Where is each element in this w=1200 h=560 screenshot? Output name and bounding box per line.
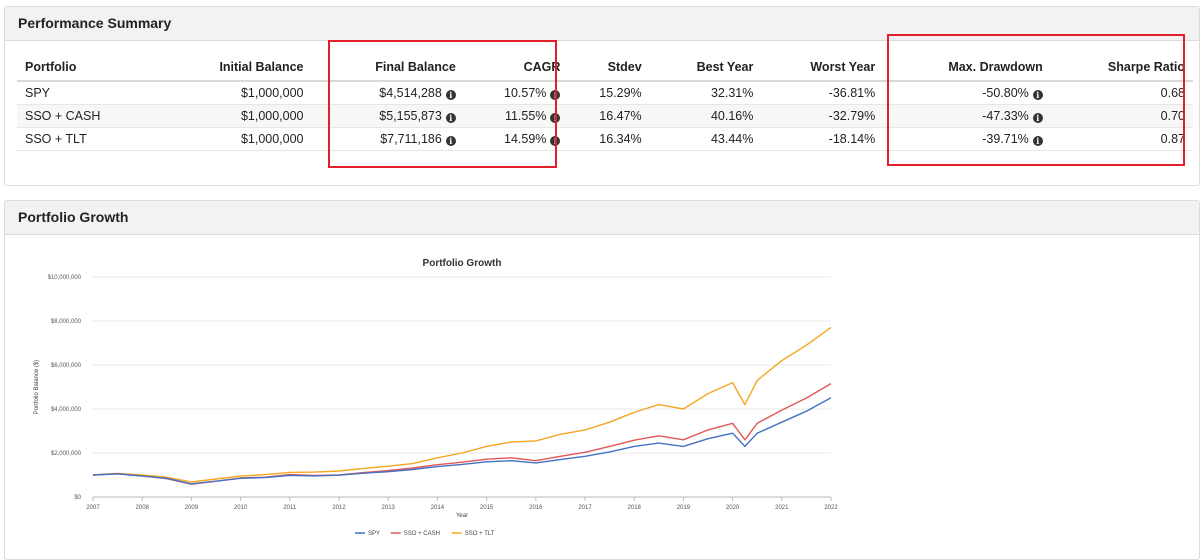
cagr-value: 11.55% xyxy=(504,108,547,123)
cell-final-balance: $7,711,186 i xyxy=(311,127,464,151)
table-row: SSO + TLT $1,000,000 $7,711,186 i 14.59% i… xyxy=(17,127,1193,151)
col-stdev: Stdev xyxy=(568,54,650,82)
cell-sharpe-ratio: 0.68 xyxy=(1050,81,1193,105)
final-balance-value: $4,514,288 xyxy=(379,85,442,100)
table-row: SPY $1,000,000 $4,514,288 i 10.57% i 15.29… xyxy=(17,81,1193,105)
final-balance-value: $7,711,186 xyxy=(380,131,442,146)
cell-final-balance: $5,155,873 i xyxy=(311,104,464,128)
y-tick-label: $8,000,000 xyxy=(51,319,82,325)
cagr-value: 14.59% xyxy=(504,131,547,146)
info-circle-icon[interactable]: i xyxy=(1032,135,1043,146)
y-axis-label: Portfolio Balance ($) xyxy=(34,360,40,414)
final-balance-value: $5,155,873 xyxy=(379,108,442,123)
cell-stdev: 16.34% xyxy=(568,127,650,151)
performance-summary-table: Portfolio Initial Balance Final Balance … xyxy=(17,54,1193,151)
x-tick-label: 2010 xyxy=(234,505,248,511)
cell-portfolio: SSO + TLT xyxy=(17,127,170,151)
cell-sharpe-ratio: 0.70 xyxy=(1050,104,1193,128)
portfolio-growth-panel: Portfolio Growth Portfolio Growth $0 $2,00… xyxy=(4,200,1200,560)
max-drawdown-value: -39.71% xyxy=(982,131,1029,146)
portfolio-growth-title: Portfolio Growth xyxy=(5,201,1199,235)
y-tick-label: $2,000,000 xyxy=(51,451,82,457)
series-line-spy xyxy=(92,397,832,485)
cagr-value: 10.57% xyxy=(504,85,547,100)
cell-best-year: 32.31% xyxy=(649,81,762,105)
info-circle-icon[interactable]: i xyxy=(550,112,561,123)
cell-cagr: 11.55% i xyxy=(463,104,569,128)
x-tick-label: 2022 xyxy=(824,505,838,511)
table-header-row: Portfolio Initial Balance Final Balance … xyxy=(17,54,1193,82)
y-tick-label: $4,000,000 xyxy=(51,407,82,413)
col-portfolio: Portfolio xyxy=(17,54,170,82)
series-line-sso-tlt xyxy=(92,326,832,483)
cell-sharpe-ratio: 0.87 xyxy=(1050,127,1193,151)
table-row: SSO + CASH $1,000,000 $5,155,873 i 11.55%… xyxy=(17,104,1193,128)
cell-max-drawdown: -50.80% i xyxy=(883,81,1051,105)
cell-max-drawdown: -47.33% i xyxy=(883,104,1051,128)
x-tick-label: 2021 xyxy=(775,505,789,511)
col-worst-year: Worst Year xyxy=(761,54,884,82)
cell-stdev: 16.47% xyxy=(568,104,650,128)
x-tick-label: 2009 xyxy=(185,505,199,511)
y-tick-label: $0 xyxy=(74,495,81,501)
x-tick-label: 2018 xyxy=(628,505,642,511)
x-tick-label: 2013 xyxy=(382,505,396,511)
y-tick-label: $6,000,000 xyxy=(51,363,82,369)
x-tick-label: 2015 xyxy=(480,505,494,511)
cell-final-balance: $4,514,288 i xyxy=(311,81,464,105)
info-circle-icon[interactable]: i xyxy=(1032,89,1043,100)
cell-stdev: 15.29% xyxy=(568,81,650,105)
cell-cagr: 14.59% i xyxy=(463,127,569,151)
x-tick-label: 2016 xyxy=(529,505,543,511)
cell-cagr: 10.57% i xyxy=(463,81,569,105)
x-tick-label: 2008 xyxy=(136,505,150,511)
info-circle-icon[interactable]: i xyxy=(1032,112,1043,123)
cell-portfolio: SSO + CASH xyxy=(17,104,170,128)
col-max-drawdown: Max. Drawdown xyxy=(883,54,1051,82)
cell-initial-balance: $1,000,000 xyxy=(169,127,312,151)
x-axis-label: Year xyxy=(456,513,468,519)
col-initial-balance: Initial Balance xyxy=(169,54,312,82)
chart-title: Portfolio Growth xyxy=(423,258,502,269)
x-tick-label: 2007 xyxy=(86,505,100,511)
col-best-year: Best Year xyxy=(649,54,762,82)
col-cagr: CAGR xyxy=(463,54,569,82)
cell-best-year: 40.16% xyxy=(649,104,762,128)
legend-label: SPY xyxy=(368,531,380,537)
x-tick-label: 2014 xyxy=(431,505,445,511)
max-drawdown-value: -50.80% xyxy=(982,85,1029,100)
cell-max-drawdown: -39.71% i xyxy=(883,127,1051,151)
info-circle-icon[interactable]: i xyxy=(445,112,456,123)
series-line-sso-cash xyxy=(92,382,832,485)
cell-worst-year: -36.81% xyxy=(761,81,884,105)
x-tick-label: 2017 xyxy=(578,505,592,511)
max-drawdown-value: -47.33% xyxy=(982,108,1029,123)
cell-worst-year: -18.14% xyxy=(761,127,884,151)
performance-summary-panel: Performance Summary Portfolio Initial Ba… xyxy=(4,6,1200,186)
info-circle-icon[interactable]: i xyxy=(550,135,561,146)
col-sharpe-ratio: Sharpe Ratio xyxy=(1050,54,1193,82)
col-final-balance: Final Balance xyxy=(311,54,464,82)
legend-label: SSO + TLT xyxy=(465,531,495,537)
legend-label: SSO + CASH xyxy=(404,531,440,537)
cell-best-year: 43.44% xyxy=(649,127,762,151)
performance-summary-title: Performance Summary xyxy=(5,7,1199,41)
x-tick-label: 2011 xyxy=(283,505,297,511)
x-tick-label: 2019 xyxy=(677,505,691,511)
info-circle-icon[interactable]: i xyxy=(550,89,561,100)
info-circle-icon[interactable]: i xyxy=(445,135,456,146)
x-tick-label: 2012 xyxy=(332,505,346,511)
y-tick-label: $10,000,000 xyxy=(48,275,82,281)
cell-worst-year: -32.79% xyxy=(761,104,884,128)
cell-portfolio: SPY xyxy=(17,81,170,105)
portfolio-growth-chart: Portfolio Growth $0 $2,000,000 $4,000,000 $6… xyxy=(34,258,838,537)
x-tick-label: 2020 xyxy=(726,505,740,511)
cell-initial-balance: $1,000,000 xyxy=(169,81,312,105)
cell-initial-balance: $1,000,000 xyxy=(169,104,312,128)
info-circle-icon[interactable]: i xyxy=(445,89,456,100)
